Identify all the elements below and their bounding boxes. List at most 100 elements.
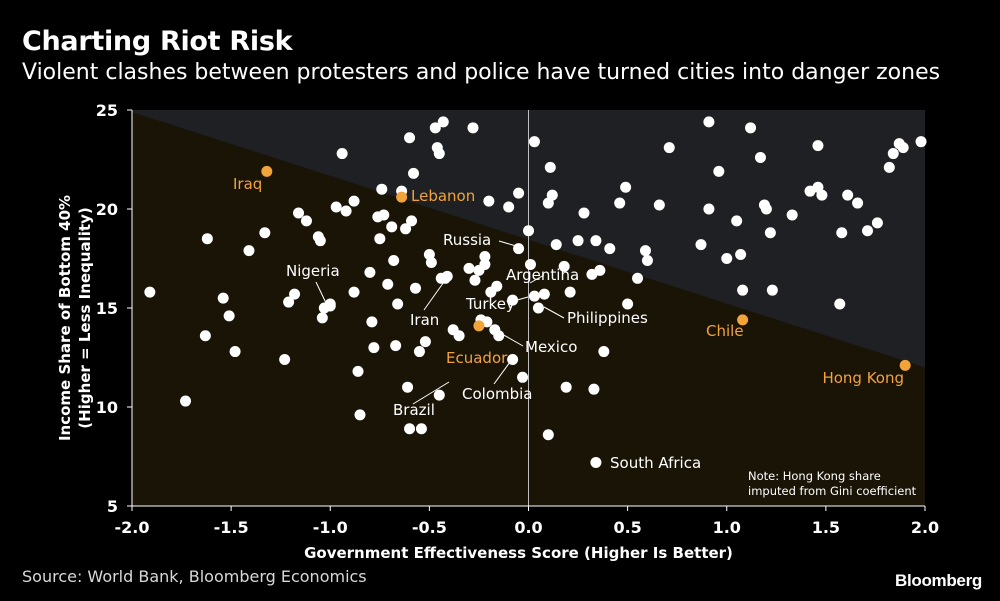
data-point [622,298,634,310]
data-point [887,148,899,160]
point-russia [513,243,525,255]
data-point [300,215,312,227]
y-tick-label: 20 [96,200,118,219]
data-point [463,262,475,274]
data-point [144,286,156,298]
data-point [764,227,776,239]
data-point [283,296,295,308]
x-tick-label: -0.5 [412,518,447,537]
label-ecuador: Ecuador [446,349,508,367]
point-iraq [261,165,273,177]
note-line-2: imputed from Gini coefficient [748,484,917,498]
data-point [513,187,525,199]
data-point [737,284,749,296]
data-point [408,167,420,179]
data-point [713,165,725,177]
data-point [604,243,616,255]
data-point [469,274,481,286]
data-point [544,161,556,173]
data-point [703,116,715,128]
data-point [217,292,229,304]
x-tick-label: 2.0 [911,518,939,537]
data-point [388,254,400,266]
data-point [639,245,651,257]
y-tick-label: 15 [96,299,118,318]
label-turkey: Turkey [465,295,515,313]
data-point [754,152,766,164]
y-axis-label-line2: (Higher = Less Inequality) [76,207,94,428]
data-point [560,381,572,393]
point-turkey [528,290,540,302]
data-point [378,209,390,221]
leader-colombia [493,361,511,385]
data-point [364,266,376,278]
data-point [590,235,602,247]
source-text: Source: World Bank, Bloomberg Economics [22,567,367,586]
point-hong-kong [899,359,911,371]
data-point [243,245,255,257]
x-tick-label: 0.5 [613,518,641,537]
point-nigeria [324,300,336,312]
data-point [564,286,576,298]
data-point [316,312,328,324]
axes: -2.0 -1.5 -1.0 -0.5 0.0 0.5 1.0 1.5 2.0 5 10 15 20 25… [56,101,939,562]
data-point [368,342,380,354]
data-point [703,203,715,215]
label-argentina: Argentina [506,266,579,284]
point-philippines [532,302,544,314]
data-point [745,122,757,134]
label-colombia: Colombia [462,385,533,403]
label-iraq: Iraq [233,175,262,193]
data-point [663,142,675,154]
data-point [816,189,828,201]
data-point [402,381,414,393]
data-point [524,258,536,270]
data-point [348,286,360,298]
data-point [406,215,418,227]
label-nigeria: Nigeria [286,262,340,280]
data-point [483,195,495,207]
y-axis-label-line1: Income Share of Bottom 40% [56,195,74,441]
data-point [542,429,554,441]
data-point [523,225,534,237]
data-point [259,227,271,239]
data-point [374,233,386,245]
data-point [330,201,342,213]
x-axis-label: Government Effectiveness Score (Higher I… [304,544,733,562]
data-point [437,116,449,128]
data-point [223,310,235,322]
leader-mexico [501,333,524,347]
y-tick-label: 5 [107,497,118,516]
data-point [404,132,416,144]
label-chile: Chile [706,322,744,340]
data-point [871,217,883,229]
leader-nigeria [315,281,327,304]
point-argentina [479,251,491,263]
label-mexico: Mexico [525,338,577,356]
data-point [348,195,360,207]
y-tick-label: 10 [96,398,118,417]
leader-philippines [543,306,565,319]
data-point [842,189,854,201]
data-point [538,288,550,300]
data-point [199,330,211,342]
data-points [144,116,927,468]
point-ecuador [473,320,485,332]
data-point [695,239,707,251]
data-point [546,189,558,201]
data-point [517,371,529,383]
data-point [507,294,519,306]
data-point [558,260,570,272]
data-point [425,256,437,268]
data-point [883,161,895,173]
label-philippines: Philippines [567,309,648,327]
data-point [766,284,778,296]
y-tick-label: 25 [96,101,118,120]
point-lebanon [396,191,408,203]
data-point [915,136,927,148]
data-point [201,233,213,245]
data-point [433,148,445,160]
leader-argentina [529,274,545,284]
data-point [834,298,846,310]
